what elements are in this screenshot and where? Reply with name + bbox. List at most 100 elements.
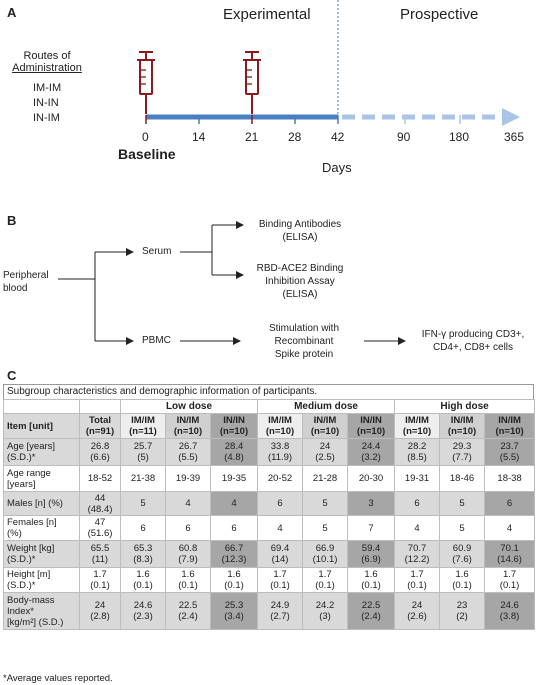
cell-value: 6 [231, 522, 237, 534]
binding-antibodies-line2: (ELISA) [282, 232, 318, 243]
demographics-table-wrapper: Subgroup characteristics and demographic… [3, 384, 536, 630]
binding-antibodies-label: Binding Antibodies (ELISA) [244, 218, 356, 244]
cell-value: 24.9 [270, 600, 290, 611]
column-header: IM/IM (n=11) [120, 413, 166, 439]
table-cell: 28.2 (8.5) [394, 438, 441, 466]
table-cell: 3 [347, 491, 396, 516]
table-cell: 5 [439, 515, 486, 541]
cell-value: (7.9) [178, 554, 198, 565]
table-cell: 70.1 (14.6) [484, 540, 536, 568]
cell-value: 19-31 [404, 473, 430, 484]
column-header-l1: IN/IM [313, 415, 337, 426]
cell-value: 21-38 [130, 473, 156, 484]
cell-value: (5) [137, 452, 149, 463]
cell-value: 24 [319, 441, 331, 452]
cell-value: (2) [456, 611, 468, 622]
table-row: Body-mass Index* [kg/m²] (S.D.) 24 (2.8) 24.6… [3, 592, 536, 630]
table-cell: 22.5 (2.4) [347, 592, 396, 630]
cell-value: (0.1) [315, 580, 335, 591]
cell-value: 65.5 [90, 543, 110, 554]
cell-value: (8.3) [133, 554, 153, 565]
cell-value: 47 [94, 517, 106, 528]
peripheral-blood-label: Peripheral blood [3, 269, 49, 295]
cell-value: 22.5 [178, 600, 198, 611]
panel-a-letter: A [7, 5, 17, 20]
cell-value: (11) [91, 554, 109, 565]
table-cell: 26.8 (6.6) [79, 438, 121, 466]
cell-value: 18-38 [497, 473, 522, 484]
table-cell: 1.6 (0.1) [120, 567, 166, 593]
cell-value: 1.6 [181, 569, 195, 580]
table-cell: 24.9 (2.7) [257, 592, 304, 630]
route-im-im: IM-IM [33, 82, 62, 94]
table-cell: 1.6 (0.1) [439, 567, 486, 593]
cell-value: 70.7 [407, 543, 427, 554]
rbd-assay-line3: (ELISA) [282, 289, 318, 300]
table-cell: 33.8 (11.9) [257, 438, 304, 466]
group-header-low: Low dose [119, 399, 259, 414]
table-cell: 59.4 (6.9) [347, 540, 396, 568]
row-label: Age range [years] [3, 465, 80, 492]
cell-value: 65.3 [133, 543, 153, 554]
cell-value: (3.2) [361, 452, 381, 463]
table-cell: 65.5 (11) [79, 540, 121, 568]
table-cell: 60.8 (7.9) [165, 540, 211, 568]
cell-value: (5.5) [499, 452, 520, 463]
cell-value: 5 [459, 522, 465, 534]
table-cell: 20-52 [257, 465, 304, 492]
table-cell: 70.7 (12.2) [394, 540, 441, 568]
cell-value: 21-28 [312, 473, 338, 484]
cell-value: 28.4 [224, 441, 244, 452]
cell-value: 25.7 [133, 441, 153, 452]
cell-value: 1.7 [273, 569, 287, 580]
cell-value: 26.8 [90, 441, 110, 452]
day-label-28: 28 [288, 130, 302, 144]
cell-value: 66.7 [224, 543, 244, 554]
row-label-line: Index* [7, 605, 34, 617]
table-row: Weight [kg] (S.D.)* 65.5 (11) 65.3 (8.3) 60.8(… [3, 540, 536, 568]
column-header-row: Item [unit] Total (n=91) IM/IM (n=11) IN/I… [3, 413, 536, 439]
row-label-line: Body-mass [7, 594, 55, 606]
stimulation-label: Stimulation with Recombinant Spike prote… [246, 322, 362, 361]
day-label-365: 365 [504, 130, 525, 144]
cell-value: (51.6) [87, 528, 113, 539]
ifn-result-line1: IFN-γ producing CD3+, [421, 329, 525, 340]
table-cell: 24 (2.5) [302, 438, 349, 466]
cell-value: (3.4) [224, 611, 244, 622]
cell-value: 60.9 [452, 543, 472, 554]
column-header: IM/IM (n=10) [257, 413, 304, 439]
table-cell: 1.6 (0.1) [347, 567, 396, 593]
cell-value: 23.7 [500, 441, 519, 452]
cell-value: (2.4) [361, 611, 381, 622]
column-header: IN/IM (n=10) [484, 413, 536, 439]
cell-value: 59.4 [361, 543, 381, 554]
ifn-result-line2: CD4+, CD8+ cells [432, 342, 514, 353]
cell-value: 19-35 [221, 473, 247, 484]
table-cell: 6 [484, 491, 536, 516]
column-header: IN/IM (n=10) [439, 413, 486, 439]
row-label-line: Weight [kg] [7, 543, 55, 554]
table-cell: 4 [209, 491, 259, 516]
cell-value: 24 [411, 600, 423, 611]
cell-value: (0.1) [407, 580, 427, 591]
prospective-title: Prospective [400, 6, 479, 23]
cell-value: 20-52 [267, 473, 293, 484]
cell-value: (6.6) [90, 452, 110, 463]
cell-value: 4 [185, 498, 191, 509]
table-cell: 66.7 (12.3) [209, 540, 259, 568]
table-cell: 25.3 (3.4) [209, 592, 259, 630]
flow-diagram-lines [58, 221, 406, 345]
column-header-l1: Total [89, 415, 111, 426]
cell-value: (48.4) [87, 503, 113, 515]
table-cell: 24.6 (3.8) [484, 592, 536, 630]
cell-value: 70.1 [500, 543, 519, 554]
table-cell: 5 [302, 491, 349, 516]
cell-value: 69.4 [270, 543, 290, 554]
table-cell: 21-28 [302, 465, 349, 492]
column-header: IM/IM (n=10) [394, 413, 441, 439]
column-header-l1: IM/IM [268, 415, 292, 426]
column-header-l1: IM/IM [131, 415, 155, 426]
cell-value: 3 [368, 498, 374, 509]
stimulation-line1: Stimulation with [268, 323, 340, 334]
row-label-line: (S.D.)* [7, 580, 36, 591]
